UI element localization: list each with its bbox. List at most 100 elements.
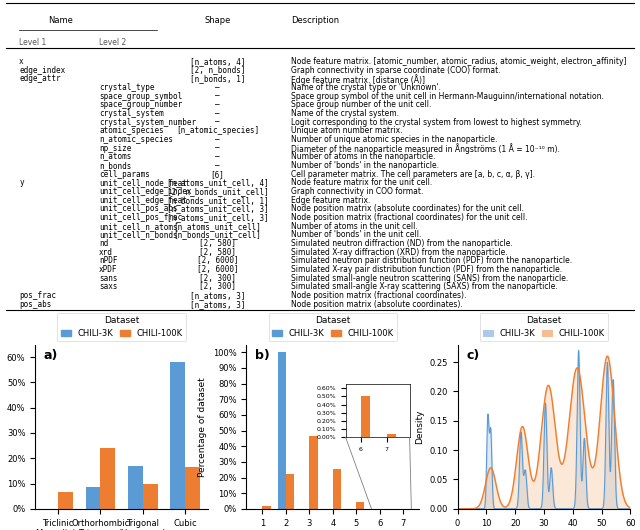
Text: [2, 300]: [2, 300] bbox=[199, 273, 236, 282]
Text: Cell parameter matrix. The cell parameters are [a, b, c, α, β, γ].: Cell parameter matrix. The cell paramete… bbox=[291, 170, 535, 179]
Text: Edge feature matrix. [distance (Å)]: Edge feature matrix. [distance (Å)] bbox=[291, 74, 425, 85]
Text: Logit corresponding to the crystal system from lowest to highest symmetry.: Logit corresponding to the crystal syste… bbox=[291, 118, 582, 127]
Text: [2, 300]: [2, 300] bbox=[199, 282, 236, 292]
Text: b): b) bbox=[255, 349, 270, 363]
Text: [6]: [6] bbox=[211, 170, 225, 179]
Text: edge_attr: edge_attr bbox=[19, 74, 61, 83]
Text: [n_atoms, 3]: [n_atoms, 3] bbox=[190, 291, 245, 300]
Text: [n_atoms_unit_cell, 4]: [n_atoms_unit_cell, 4] bbox=[167, 178, 268, 187]
Text: nPDF: nPDF bbox=[99, 257, 118, 266]
Text: cell_params: cell_params bbox=[99, 170, 150, 179]
Text: n_atoms: n_atoms bbox=[99, 152, 132, 161]
Text: Shape: Shape bbox=[204, 15, 231, 24]
Text: space_group_symbol: space_group_symbol bbox=[99, 92, 182, 101]
Bar bbox=[361, 396, 370, 437]
Text: [2, 580]: [2, 580] bbox=[199, 248, 236, 257]
Text: xPDF: xPDF bbox=[99, 265, 118, 274]
Text: Number of 'bonds' in the nanoparticle.: Number of 'bonds' in the nanoparticle. bbox=[291, 161, 439, 170]
Text: n_bonds: n_bonds bbox=[99, 161, 132, 170]
Text: unit_cell_n_atoms: unit_cell_n_atoms bbox=[99, 222, 178, 231]
Text: nd: nd bbox=[99, 239, 108, 248]
Text: sans: sans bbox=[99, 273, 118, 282]
Bar bbox=[262, 506, 271, 509]
Text: pos_abs: pos_abs bbox=[19, 299, 52, 308]
Text: unit_cell_node_feat: unit_cell_node_feat bbox=[99, 178, 187, 187]
Bar bbox=[309, 436, 317, 509]
Text: Graph connectivity in COO format.: Graph connectivity in COO format. bbox=[291, 187, 424, 196]
Text: Unique atom number matrix.: Unique atom number matrix. bbox=[291, 126, 403, 135]
Text: –: – bbox=[215, 144, 220, 153]
Text: Node position matrix (absolute coordinates).: Node position matrix (absolute coordinat… bbox=[291, 299, 463, 308]
Bar bbox=[286, 474, 294, 509]
Bar bbox=[387, 434, 396, 437]
Text: [n_bonds_unit_cell]: [n_bonds_unit_cell] bbox=[173, 231, 262, 240]
Text: crystal_system_number: crystal_system_number bbox=[99, 118, 196, 127]
Text: np_size: np_size bbox=[99, 144, 132, 153]
Text: [n_atoms_unit_cell, 3]: [n_atoms_unit_cell, 3] bbox=[167, 213, 268, 222]
Text: edge_index: edge_index bbox=[19, 66, 65, 75]
Text: Name: Name bbox=[49, 15, 73, 24]
Text: Level 1: Level 1 bbox=[19, 38, 47, 47]
Text: –: – bbox=[215, 152, 220, 161]
Text: Node feature matrix for the unit cell.: Node feature matrix for the unit cell. bbox=[291, 178, 433, 187]
Text: –: – bbox=[215, 83, 220, 92]
Text: unit_cell_n_bonds: unit_cell_n_bonds bbox=[99, 231, 178, 240]
Text: Diameter of the nanoparticle measured in Ångströms (1 Å = 10⁻¹⁰ m).: Diameter of the nanoparticle measured in… bbox=[291, 144, 560, 154]
Text: Description: Description bbox=[291, 15, 339, 24]
Text: space_group_number: space_group_number bbox=[99, 100, 182, 109]
Text: [n_atoms, 4]: [n_atoms, 4] bbox=[190, 57, 245, 66]
Text: Simulated small-angle X-ray scattering (SAXS) from the nanoparticle.: Simulated small-angle X-ray scattering (… bbox=[291, 282, 558, 292]
Text: –: – bbox=[215, 135, 220, 144]
Text: Level 2: Level 2 bbox=[99, 38, 127, 47]
Text: x: x bbox=[19, 57, 24, 66]
Bar bbox=[58, 492, 73, 509]
Text: Edge feature matrix.: Edge feature matrix. bbox=[291, 196, 371, 205]
Bar bbox=[143, 483, 157, 509]
Text: unit_cell_pos_frac: unit_cell_pos_frac bbox=[99, 213, 182, 222]
Y-axis label: Density: Density bbox=[415, 409, 424, 444]
Text: –: – bbox=[215, 92, 220, 101]
Text: Simulated X-ray pair distribution function (PDF) from the nanoparticle.: Simulated X-ray pair distribution functi… bbox=[291, 265, 563, 274]
Text: xrd: xrd bbox=[99, 248, 113, 257]
Bar bbox=[186, 467, 200, 509]
Text: Graph connectivity in sparse coordinate (COO) format.: Graph connectivity in sparse coordinate … bbox=[291, 66, 501, 75]
Text: Simulated X-ray diffraction (XRD) from the nanoparticle.: Simulated X-ray diffraction (XRD) from t… bbox=[291, 248, 508, 257]
Text: [2, 580]: [2, 580] bbox=[199, 239, 236, 248]
Legend: CHILI-3K, CHILI-100K: CHILI-3K, CHILI-100K bbox=[58, 313, 186, 341]
Text: [n_atoms_unit_cell]: [n_atoms_unit_cell] bbox=[173, 222, 262, 231]
Text: Simulated neutron diffraction (ND) from the nanoparticle.: Simulated neutron diffraction (ND) from … bbox=[291, 239, 513, 248]
Text: y: y bbox=[19, 178, 24, 187]
Legend: CHILI-3K, CHILI-100K: CHILI-3K, CHILI-100K bbox=[269, 313, 397, 341]
Bar bbox=[278, 352, 286, 509]
Text: Node position matrix (fractional coordinates) for the unit cell.: Node position matrix (fractional coordin… bbox=[291, 213, 528, 222]
Text: Number of atoms in the unit cell.: Number of atoms in the unit cell. bbox=[291, 222, 418, 231]
Text: Space group symbol of the unit cell in Hermann-Mauguinn/international notation.: Space group symbol of the unit cell in H… bbox=[291, 92, 604, 101]
Text: [n_bonds_unit_cell, 1]: [n_bonds_unit_cell, 1] bbox=[167, 196, 268, 205]
Text: a): a) bbox=[44, 349, 58, 363]
Text: [n_bonds, 1]: [n_bonds, 1] bbox=[190, 74, 245, 83]
Text: atomic_species: atomic_species bbox=[99, 126, 164, 135]
Text: [2, 6000]: [2, 6000] bbox=[196, 265, 239, 274]
Bar bbox=[86, 487, 100, 509]
Bar bbox=[128, 466, 143, 509]
Text: Number of unique atomic species in the nanoparticle.: Number of unique atomic species in the n… bbox=[291, 135, 497, 144]
Text: c): c) bbox=[466, 349, 479, 363]
Text: Number of 'bonds' in the unit cell.: Number of 'bonds' in the unit cell. bbox=[291, 231, 422, 240]
Text: –: – bbox=[215, 161, 220, 170]
Text: Simulated neutron pair distribution function (PDF) from the nanoparticle.: Simulated neutron pair distribution func… bbox=[291, 257, 572, 266]
Text: [2, n_bonds_unit_cell]: [2, n_bonds_unit_cell] bbox=[167, 187, 268, 196]
Bar bbox=[356, 502, 364, 509]
Text: –: – bbox=[215, 109, 220, 118]
Text: [n_atoms_unit_cell, 3]: [n_atoms_unit_cell, 3] bbox=[167, 204, 268, 213]
Text: –: – bbox=[215, 118, 220, 127]
Text: [n_atoms, 3]: [n_atoms, 3] bbox=[190, 299, 245, 308]
Text: Space group number of the unit cell.: Space group number of the unit cell. bbox=[291, 100, 431, 109]
Text: [2, n_bonds]: [2, n_bonds] bbox=[190, 66, 245, 75]
Text: unit_cell_pos_abs: unit_cell_pos_abs bbox=[99, 204, 178, 213]
Bar bbox=[333, 469, 341, 509]
Text: n_atomic_species: n_atomic_species bbox=[99, 135, 173, 144]
Text: unit_cell_edge_feat: unit_cell_edge_feat bbox=[99, 196, 187, 205]
Text: Simulated small-angle neutron scattering (SANS) from the nanoparticle.: Simulated small-angle neutron scattering… bbox=[291, 273, 568, 282]
Text: Node feature matrix. [atomic_number, atomic_radius, atomic_weight, electron_affi: Node feature matrix. [atomic_number, ato… bbox=[291, 57, 627, 66]
Text: crystal_type: crystal_type bbox=[99, 83, 155, 92]
